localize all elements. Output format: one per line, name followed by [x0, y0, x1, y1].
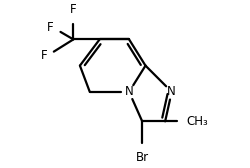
Text: Br: Br [136, 151, 149, 164]
Text: F: F [47, 22, 54, 34]
Text: N: N [167, 85, 176, 98]
Text: N: N [125, 85, 134, 98]
Text: CH₃: CH₃ [186, 115, 208, 128]
Text: F: F [70, 4, 77, 16]
Text: F: F [40, 49, 47, 62]
